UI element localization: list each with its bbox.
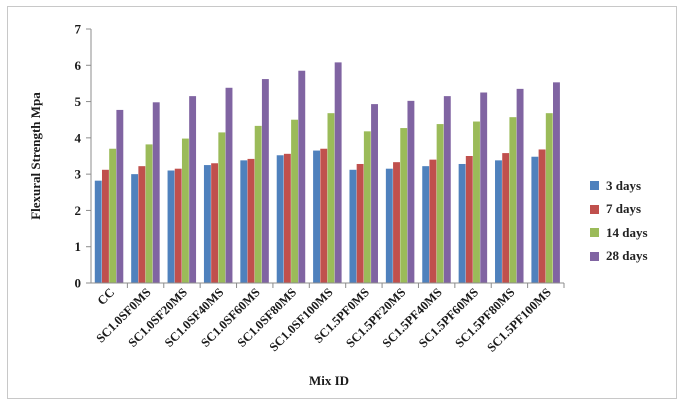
bar: [167, 170, 175, 283]
bar: [407, 100, 415, 283]
y-tick-label: 2: [75, 203, 82, 218]
legend-item-28-days: 28 days: [590, 245, 648, 269]
bar: [371, 104, 378, 283]
x-tick-label: SC1.0SF100MS: [267, 285, 336, 354]
legend-swatch-7-days: [590, 204, 599, 214]
bar: [495, 160, 502, 283]
bar: [254, 125, 262, 283]
bar: [109, 148, 117, 283]
bar: [174, 168, 182, 283]
y-tick-label: 7: [75, 22, 82, 37]
bar: [545, 113, 553, 284]
legend-label-28-days: 28 days: [606, 248, 648, 264]
legend-label-14-days: 14 days: [606, 224, 648, 240]
y-tick-label: 5: [75, 94, 82, 109]
bar: [320, 148, 328, 283]
bar: [385, 168, 393, 283]
bar: [189, 96, 197, 283]
bar: [152, 102, 160, 283]
legend-swatch-3-days: [590, 181, 599, 191]
bar: [181, 138, 189, 283]
x-tick-label: SC1.5PF100MS: [484, 285, 554, 355]
y-tick-label: 0: [75, 276, 82, 291]
bar: [240, 160, 248, 283]
y-axis-title: Flexural Strength Mpa: [28, 92, 43, 220]
bar: [261, 79, 269, 283]
bar: [531, 156, 539, 283]
bar: [298, 70, 306, 283]
bar: [422, 166, 430, 283]
bar: [465, 156, 473, 283]
bar: [203, 165, 211, 283]
y-tick-label: 6: [75, 58, 82, 73]
chart-frame: [7, 6, 677, 399]
bar: [443, 96, 451, 283]
bar: [538, 149, 546, 283]
bar: [116, 109, 124, 283]
legend-item-3-days: 3 days: [590, 174, 648, 198]
bar: [101, 169, 109, 283]
bar: [509, 117, 517, 283]
bar: [131, 174, 139, 283]
bar: [211, 163, 219, 283]
y-tick-label: 1: [75, 239, 82, 254]
bar: [327, 113, 335, 284]
bar: [480, 92, 488, 283]
bar: [458, 163, 466, 283]
x-axis-title: Mix ID: [309, 373, 349, 388]
bar: [393, 162, 400, 283]
legend-swatch-14-days: [590, 228, 599, 238]
x-tick-label: CC: [95, 285, 118, 308]
legend-item-7-days: 7 days: [590, 198, 648, 222]
bar: [516, 88, 524, 284]
bar: [349, 169, 357, 283]
bar: [553, 82, 560, 283]
bar: [502, 153, 510, 283]
y-tick-label: 4: [75, 130, 82, 145]
bar: [429, 159, 437, 283]
legend-label-7-days: 7 days: [606, 201, 642, 217]
bar: [400, 128, 408, 283]
y-axis-ticks: 0 1 2 3 4 5 6 7: [75, 22, 91, 291]
bar: [276, 155, 284, 283]
bars-group: [94, 62, 560, 284]
bar: [94, 180, 102, 283]
bar: [473, 121, 480, 283]
bar: [291, 119, 299, 284]
legend: 3 days 7 days 14 days 28 days: [590, 174, 648, 268]
bar: [363, 131, 371, 283]
legend-swatch-28-days: [590, 251, 599, 261]
bar: [356, 163, 364, 283]
legend-label-3-days: 3 days: [606, 177, 642, 193]
legend-item-14-days: 14 days: [590, 221, 648, 245]
bar: [283, 153, 291, 283]
bar: [313, 150, 320, 283]
bar: [138, 166, 146, 283]
bar: [218, 132, 226, 283]
bar: [334, 62, 342, 283]
bar: [247, 158, 255, 283]
bar: [145, 144, 153, 283]
x-axis-categories: CCSC1.0SF0MSSC1.0SF20MSSC1.0SF40MSSC1.0S…: [93, 283, 565, 355]
bar: [436, 124, 444, 283]
y-tick-label: 3: [75, 167, 82, 182]
bar: [225, 87, 233, 283]
